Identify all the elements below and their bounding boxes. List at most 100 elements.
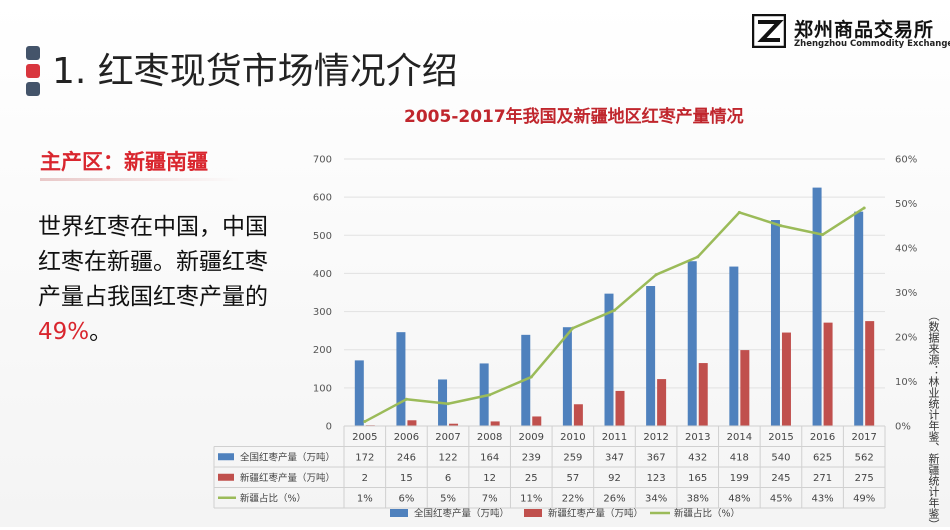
bar-xinjiang-2006 xyxy=(407,420,417,426)
bar-national-2011 xyxy=(604,293,614,426)
table-cell-xinjiang: 271 xyxy=(813,473,832,484)
bar-xinjiang-2015 xyxy=(781,332,791,426)
table-cell-share: 45% xyxy=(770,494,792,505)
point-share-2009 xyxy=(529,375,533,379)
table-cell-share: 22% xyxy=(562,494,584,505)
bar-xinjiang-2016 xyxy=(823,322,833,426)
bar-national-2015 xyxy=(770,220,780,426)
table-cell-xinjiang: 2 xyxy=(362,473,368,484)
table-cell-national: 239 xyxy=(522,453,541,464)
table-cell-national: 172 xyxy=(355,453,374,464)
y-axis-tick-label: 100 xyxy=(313,383,332,394)
y2-axis-tick-label: 0% xyxy=(895,422,911,433)
title-deco-square-bottom xyxy=(26,82,40,96)
x-axis-tick-label: 2017 xyxy=(851,432,876,443)
title-deco-square-top xyxy=(26,46,40,60)
table-cell-xinjiang: 165 xyxy=(688,473,707,484)
description-end: 。 xyxy=(89,319,113,345)
table-cell-national: 164 xyxy=(480,453,499,464)
bar-xinjiang-2012 xyxy=(657,379,667,426)
point-share-2011 xyxy=(613,308,616,312)
y2-axis-tick-label: 10% xyxy=(895,377,917,388)
description-body: 世界红枣在中国，中国红枣在新疆。新疆红枣产量占我国红枣产量的 xyxy=(38,214,268,310)
table-cell-xinjiang: 15 xyxy=(400,473,413,484)
x-axis-tick-label: 2012 xyxy=(643,432,668,443)
y2-axis-tick-label: 50% xyxy=(895,199,917,210)
data-source-note: （数据来源：林业统计年鉴、新疆统计年鉴） xyxy=(927,310,940,530)
table-cell-xinjiang: 199 xyxy=(730,473,749,484)
table-row-header: 新疆红枣产量（万吨） xyxy=(240,472,335,484)
y-axis-tick-label: 700 xyxy=(313,155,332,166)
point-share-2010 xyxy=(571,326,575,330)
table-cell-national: 122 xyxy=(438,453,457,464)
table-cell-xinjiang: 275 xyxy=(855,473,874,484)
table-cell-share: 11% xyxy=(520,494,542,505)
y-axis-tick-label: 200 xyxy=(313,345,332,356)
table-cell-national: 625 xyxy=(813,453,832,464)
bar-xinjiang-2013 xyxy=(698,363,708,426)
point-share-2016 xyxy=(821,233,825,237)
x-axis-tick-label: 2007 xyxy=(435,432,460,443)
x-axis-tick-label: 2016 xyxy=(810,432,835,443)
table-cell-national: 562 xyxy=(855,453,874,464)
table-cell-national: 347 xyxy=(605,453,624,464)
y2-axis-tick-label: 40% xyxy=(895,244,917,255)
table-cell-share: 34% xyxy=(645,494,667,505)
table-cell-xinjiang: 57 xyxy=(567,473,580,484)
y2-axis-tick-label: 30% xyxy=(895,288,917,299)
legend-swatch xyxy=(390,509,408,517)
legend-swatch xyxy=(524,509,542,517)
bar-national-2005 xyxy=(354,360,364,426)
point-share-2015 xyxy=(779,224,783,228)
legend-label: 全国红枣产量（万吨） xyxy=(414,508,509,520)
bar-national-2013 xyxy=(687,261,697,426)
x-axis-tick-label: 2011 xyxy=(602,432,627,443)
x-axis-tick-label: 2015 xyxy=(768,432,793,443)
zce-logo: 郑州商品交易所 Zhengzhou Commodity Exchange xyxy=(752,14,950,54)
bar-national-2017 xyxy=(854,211,864,426)
table-legend-swatch xyxy=(218,473,234,481)
y-axis-tick-label: 600 xyxy=(313,193,332,204)
logo-english-name: Zhengzhou Commodity Exchange xyxy=(794,39,950,49)
bar-national-2010 xyxy=(562,327,572,426)
title-deco-square-middle xyxy=(26,64,40,78)
y-axis-tick-label: 500 xyxy=(313,231,332,242)
y-axis-tick-label: 0 xyxy=(326,422,332,433)
table-cell-share: 6% xyxy=(398,494,414,505)
y-axis-tick-label: 300 xyxy=(313,307,332,318)
table-cell-share: 7% xyxy=(482,494,498,505)
zce-logo-mark-icon xyxy=(752,14,786,48)
table-cell-share: 48% xyxy=(728,494,750,505)
table-cell-share: 26% xyxy=(603,494,625,505)
table-cell-national: 259 xyxy=(563,453,582,464)
table-cell-national: 540 xyxy=(771,453,790,464)
bar-xinjiang-2009 xyxy=(532,416,542,426)
table-cell-share: 43% xyxy=(811,494,833,505)
table-row-header: 全国红枣产量（万吨） xyxy=(240,451,335,463)
region-underline xyxy=(40,178,240,181)
bar-national-2008 xyxy=(479,363,489,426)
point-share-2013 xyxy=(696,255,700,259)
page-title: 1. 红枣现货市场情况介绍 xyxy=(52,51,458,92)
bar-xinjiang-2017 xyxy=(865,321,875,426)
table-row-header: 新疆占比（%） xyxy=(240,492,306,504)
table-legend-swatch xyxy=(218,453,234,461)
logo-name: 郑州商品交易所 xyxy=(794,19,935,41)
table-cell-national: 418 xyxy=(730,453,749,464)
chart-title: 2005-2017年我国及新疆地区红枣产量情况 xyxy=(404,107,744,127)
x-axis-tick-label: 2005 xyxy=(352,432,377,443)
table-cell-share: 38% xyxy=(687,494,709,505)
point-share-2014 xyxy=(737,210,741,214)
bar-xinjiang-2010 xyxy=(573,404,583,426)
region-heading: 主产区：新疆南疆 xyxy=(40,150,208,174)
x-axis-tick-label: 2014 xyxy=(727,432,752,443)
bar-national-2006 xyxy=(396,332,406,426)
point-share-2008 xyxy=(488,393,492,397)
table-cell-national: 246 xyxy=(397,453,416,464)
table-cell-xinjiang: 6 xyxy=(445,473,451,484)
table-cell-xinjiang: 123 xyxy=(647,473,666,484)
bar-national-2012 xyxy=(646,286,656,426)
x-axis-tick-label: 2009 xyxy=(519,432,544,443)
table-cell-xinjiang: 25 xyxy=(525,473,538,484)
table-cell-xinjiang: 245 xyxy=(771,473,790,484)
